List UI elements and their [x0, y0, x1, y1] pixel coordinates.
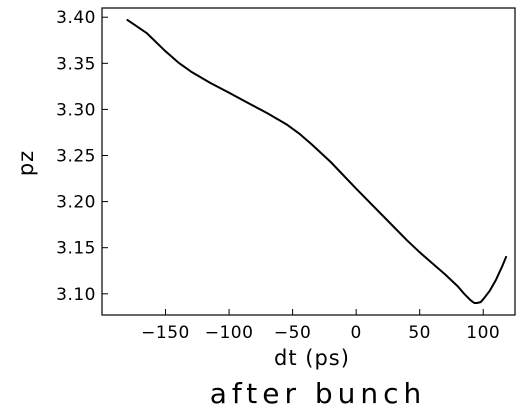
x-tick-label: 50 [408, 323, 431, 343]
series-line [126, 19, 508, 304]
series-layer [126, 19, 508, 304]
y-axis-ticks: 3.10 3.15 3.20 3.25 3.30 3.35 3.40 [56, 8, 108, 305]
x-axis-label: dt (ps) [274, 346, 350, 370]
y-axis-label: pz [14, 150, 38, 176]
y-tick-label: 3.15 [56, 239, 96, 259]
chart-title: after bunch [210, 377, 427, 410]
y-tick-label: 3.35 [56, 54, 96, 74]
x-tick-label: −150 [141, 323, 190, 343]
y-tick-label: 3.30 [56, 100, 96, 120]
x-tick-label: −50 [274, 323, 311, 343]
x-tick-label: 0 [350, 323, 361, 343]
y-tick-label: 3.10 [56, 285, 96, 305]
y-tick-label: 3.40 [56, 8, 96, 28]
x-tick-label: −100 [205, 323, 254, 343]
x-axis-ticks: −150 −100 −50 0 50 100 [141, 309, 500, 343]
plot-frame [101, 7, 516, 316]
y-tick-label: 3.25 [56, 147, 96, 167]
x-tick-label: 100 [466, 323, 500, 343]
y-tick-label: 3.20 [56, 193, 96, 213]
